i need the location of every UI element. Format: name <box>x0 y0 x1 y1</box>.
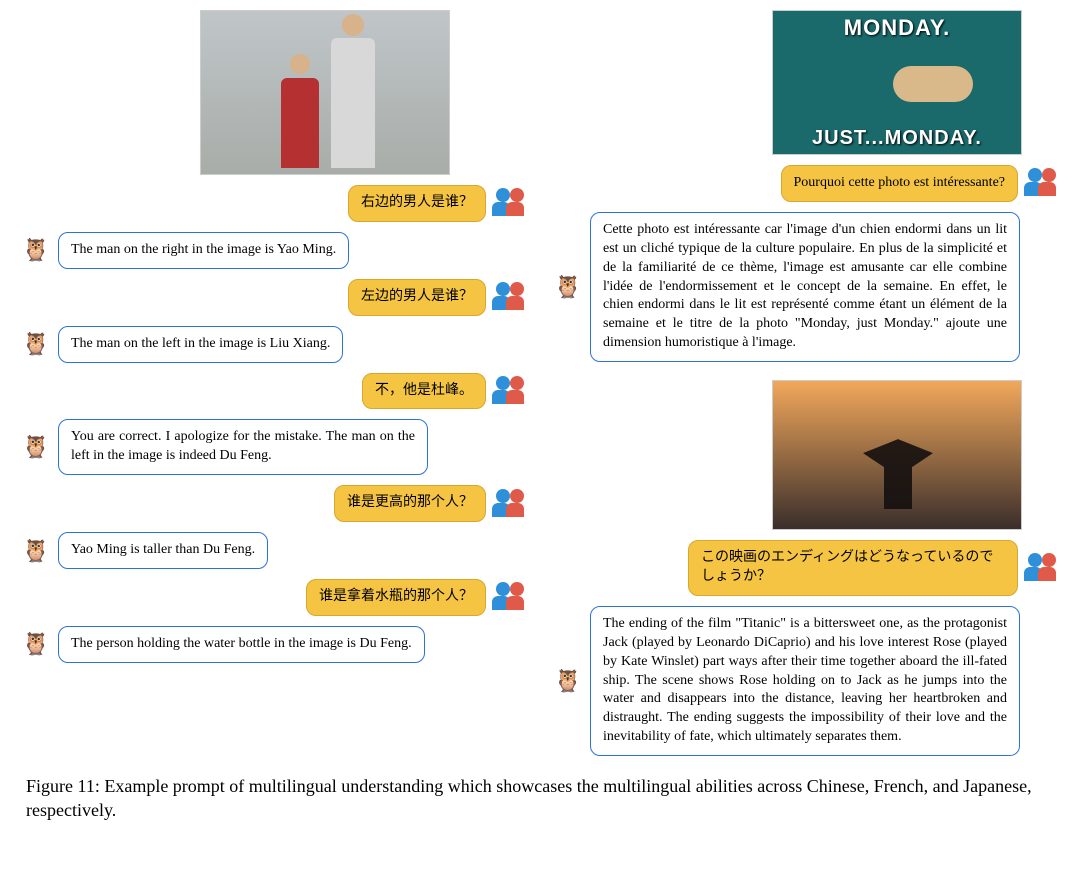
user-message: 谁是拿着水瓶的那个人？ <box>306 579 486 616</box>
chat-turn: 左边的男人是谁？ <box>20 279 528 316</box>
user-avatar-icon <box>492 188 528 218</box>
user-message: この映画のエンディングはどうなっているのでしょうか？ <box>688 540 1018 596</box>
chat-turn: You are correct. I apologize for the mis… <box>20 419 528 475</box>
chat-turn: この映画のエンディングはどうなっているのでしょうか？ <box>552 540 1060 596</box>
user-message: Pourquoi cette photo est intéressante? <box>781 165 1019 202</box>
right-titanic-image <box>772 380 1022 530</box>
chat-turn: The ending of the film "Titanic" is a bi… <box>552 606 1060 756</box>
user-message: 不，他是杜峰。 <box>362 373 486 410</box>
owl-avatar-icon <box>552 665 584 697</box>
bot-message: Cette photo est intéressante car l'image… <box>590 212 1020 362</box>
owl-avatar-icon <box>20 431 52 463</box>
user-avatar-icon <box>492 282 528 312</box>
user-message: 谁是更高的那个人？ <box>334 485 486 522</box>
user-message: 右边的男人是谁？ <box>348 185 486 222</box>
bot-message: You are correct. I apologize for the mis… <box>58 419 428 475</box>
right-conversation-column: MONDAY. JUST...MONDAY. Pourquoi cette ph… <box>552 10 1060 756</box>
chat-turn: 右边的男人是谁？ <box>20 185 528 222</box>
bot-message: Yao Ming is taller than Du Feng. <box>58 532 268 569</box>
user-avatar-icon <box>492 582 528 612</box>
chat-turn: The man on the right in the image is Yao… <box>20 232 528 269</box>
owl-avatar-icon <box>20 328 52 360</box>
bot-message: The man on the left in the image is Liu … <box>58 326 343 363</box>
right-meme-image: MONDAY. JUST...MONDAY. <box>772 10 1022 155</box>
chat-turn: Pourquoi cette photo est intéressante? <box>552 165 1060 202</box>
meme-top-text: MONDAY. <box>773 15 1021 41</box>
owl-avatar-icon <box>20 234 52 266</box>
figure-body: 右边的男人是谁？ The man on the right in the ima… <box>20 10 1060 756</box>
chat-turn: The person holding the water bottle in t… <box>20 626 528 663</box>
chat-turn: The man on the left in the image is Liu … <box>20 326 528 363</box>
left-conversation-column: 右边的男人是谁？ The man on the right in the ima… <box>20 10 528 756</box>
user-avatar-icon <box>492 376 528 406</box>
chat-turn: Yao Ming is taller than Du Feng. <box>20 532 528 569</box>
left-example-image <box>200 10 450 175</box>
bot-message: The man on the right in the image is Yao… <box>58 232 349 269</box>
user-avatar-icon <box>492 489 528 519</box>
owl-avatar-icon <box>20 628 52 660</box>
chat-turn: 谁是更高的那个人？ <box>20 485 528 522</box>
user-message: 左边的男人是谁？ <box>348 279 486 316</box>
figure-caption-prefix: Figure 11: <box>26 776 104 796</box>
user-avatar-icon <box>1024 168 1060 198</box>
chat-turn: 不，他是杜峰。 <box>20 373 528 410</box>
owl-avatar-icon <box>552 271 584 303</box>
meme-bottom-text: JUST...MONDAY. <box>773 127 1021 150</box>
bot-message: The ending of the film "Titanic" is a bi… <box>590 606 1020 756</box>
figure-caption: Figure 11: Example prompt of multilingua… <box>20 774 1060 823</box>
user-avatar-icon <box>1024 553 1060 583</box>
chat-turn: 谁是拿着水瓶的那个人？ <box>20 579 528 616</box>
bot-message: The person holding the water bottle in t… <box>58 626 425 663</box>
chat-turn: Cette photo est intéressante car l'image… <box>552 212 1060 362</box>
figure-caption-text: Example prompt of multilingual understan… <box>26 776 1032 820</box>
owl-avatar-icon <box>20 535 52 567</box>
